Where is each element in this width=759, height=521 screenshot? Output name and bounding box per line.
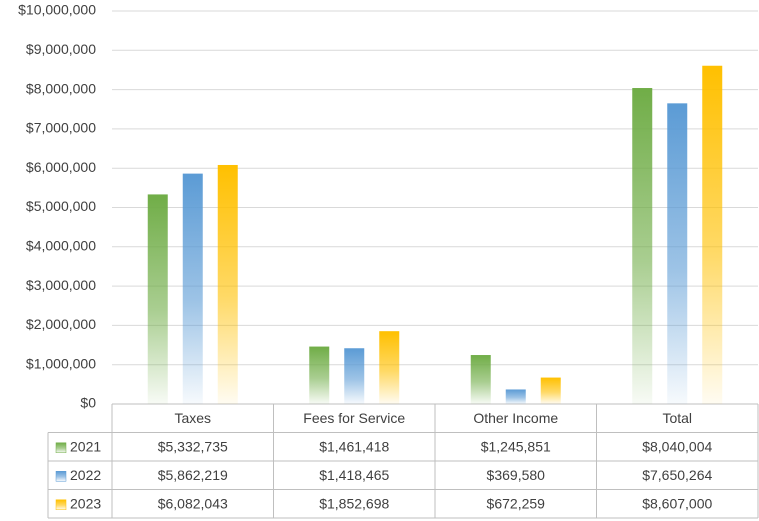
- y-tick-label: $6,000,000: [26, 159, 96, 175]
- x-tick-label: Fees for Service: [303, 410, 405, 426]
- y-tick-label: $1,000,000: [26, 355, 96, 371]
- bar: [702, 65, 723, 404]
- table-value: $1,245,851: [481, 438, 551, 454]
- legend-label: 2021: [70, 438, 101, 454]
- table-value: $5,862,219: [158, 467, 228, 483]
- bar: [147, 194, 168, 404]
- bar: [470, 355, 491, 404]
- y-tick-label: $10,000,000: [18, 2, 96, 18]
- table-value: $369,580: [487, 467, 546, 483]
- bar: [632, 88, 653, 405]
- bar: [505, 389, 526, 404]
- table-value: $1,461,418: [319, 438, 389, 454]
- bar: [379, 331, 400, 404]
- y-tick-label: $7,000,000: [26, 120, 96, 136]
- legend-key: [55, 499, 67, 510]
- table-value: $8,040,004: [642, 438, 712, 454]
- x-tick-label: Total: [662, 410, 692, 426]
- bar: [540, 377, 561, 404]
- table-value: $672,259: [487, 495, 546, 511]
- legend-label: 2023: [70, 495, 101, 511]
- bar: [309, 346, 330, 404]
- x-tick-label: Taxes: [174, 410, 211, 426]
- table-value: $1,852,698: [319, 495, 389, 511]
- x-tick-label: Other Income: [473, 410, 558, 426]
- legend-label: 2022: [70, 467, 101, 483]
- table-value: $5,332,735: [158, 438, 228, 454]
- y-tick-label: $3,000,000: [26, 277, 96, 293]
- y-tick-label: $2,000,000: [26, 316, 96, 332]
- bar: [344, 348, 365, 404]
- legend-key: [55, 442, 67, 453]
- y-tick-label: $9,000,000: [26, 41, 96, 57]
- table-value: $6,082,043: [158, 495, 228, 511]
- legend-key: [55, 471, 67, 482]
- bar: [217, 164, 238, 404]
- y-tick-label: $4,000,000: [26, 238, 96, 254]
- bar: [182, 173, 203, 404]
- table-value: $1,418,465: [319, 467, 389, 483]
- y-tick-label: $8,000,000: [26, 80, 96, 96]
- table-value: $8,607,000: [642, 495, 712, 511]
- bar: [667, 103, 688, 404]
- y-tick-label: $0: [80, 395, 96, 411]
- y-tick-label: $5,000,000: [26, 198, 96, 214]
- table-value: $7,650,264: [642, 467, 712, 483]
